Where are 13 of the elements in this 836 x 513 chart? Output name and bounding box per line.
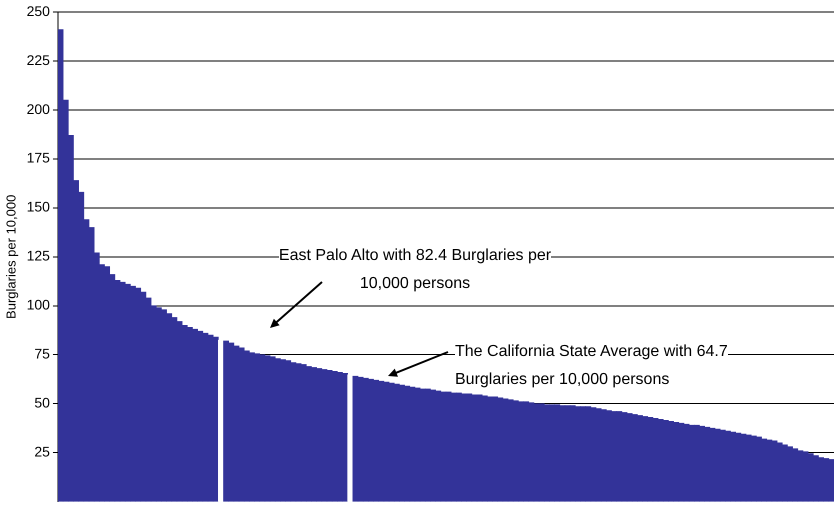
annotation: East Palo Alto with 82.4 Burglaries per 10,000 persons <box>278 247 552 292</box>
y-tick-label: 225 <box>26 52 50 68</box>
y-tick-label: 250 <box>26 2 50 19</box>
y-tick-label: 125 <box>26 248 50 264</box>
y-axis-title: Burglaries per 10,000 <box>3 194 18 319</box>
y-tick-label: 150 <box>26 198 50 215</box>
annotation: The California State Average with 64.7 Burglaries per 10,000 persons <box>455 343 728 388</box>
y-tick-label: 100 <box>26 296 50 313</box>
y-tick-label: 175 <box>26 150 50 166</box>
y-tick-label: 75 <box>34 346 50 362</box>
y-tick-label: 200 <box>26 100 50 117</box>
y-tick-label: 50 <box>34 394 50 411</box>
y-tick-label: 25 <box>34 444 50 460</box>
